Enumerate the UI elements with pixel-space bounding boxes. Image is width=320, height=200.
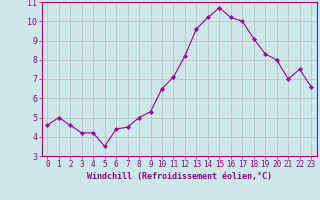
X-axis label: Windchill (Refroidissement éolien,°C): Windchill (Refroidissement éolien,°C) — [87, 172, 272, 181]
